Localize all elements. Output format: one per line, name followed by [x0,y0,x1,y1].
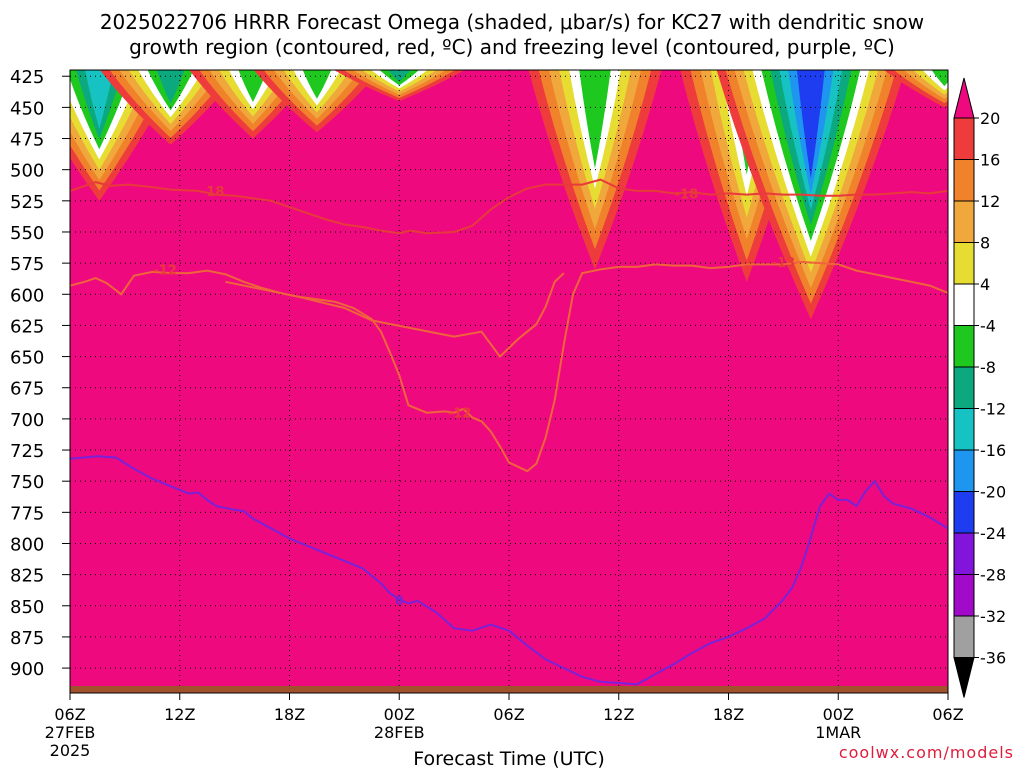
x-tick-label: 06Z [932,705,963,724]
contour-label: -12 [448,407,472,422]
dgz-contours: -18 -12 -12 -18 -13 [70,178,948,473]
contour-label: -12 [153,263,177,278]
y-tick-label: 750 [10,472,44,493]
colorbar-band [953,574,975,617]
colorbar-label: 4 [980,275,990,294]
y-tick-label: 550 [10,223,44,244]
dgz-contour-line [70,260,948,473]
credit-text: coolwx.com/models [839,743,1014,762]
y-tick-label: 675 [10,379,44,400]
omega-shading [70,70,948,693]
omega-shade-region [156,70,185,104]
y-tick-label: 700 [10,410,44,431]
y-tick-label: 775 [10,503,44,524]
terrain-strip [70,686,948,693]
colorbar-band [953,491,975,534]
colorbar-label: 20 [980,109,1000,128]
omega-shade-region [238,70,268,102]
colorbar-band [953,117,975,160]
x-tick-label: 18Z [274,705,305,724]
y-tick-label: 475 [10,130,44,151]
y-tick-label: 525 [10,192,44,213]
chart-title-line1: 2025022706 HRRR Forecast Omega (shaded, … [100,10,924,34]
chart-title-line2: growth region (contoured, red, ºC) and f… [129,35,895,59]
colorbar-band [953,532,975,575]
colorbar-band [953,242,975,285]
colorbar: 20 16 12 8 4 -4 -8 -12 -16 -20 -24 -28 -32 -36 [953,77,1006,698]
y-tick-label: 450 [10,98,44,119]
omega-shade-region [579,70,611,169]
colorbar-band [953,325,975,368]
x-tick-label: 06Z [493,705,524,724]
y-tick-label: 650 [10,348,44,369]
y-tick-label: 600 [10,285,44,306]
colorbar-label: 8 [980,234,990,253]
plot-area: -18 -12 -12 -18 -13 0 [70,70,948,693]
y-tick-label: 425 [10,67,44,88]
colorbar-label: -24 [980,524,1006,543]
colorbar-label: -12 [980,400,1006,419]
colorbar-label: 12 [980,192,1000,211]
colorbar-band [953,200,975,243]
contour-label: -13 [772,256,796,271]
x-tick-sublabel: 28FEB [374,723,425,742]
y-tick-label: 725 [10,441,44,462]
dgz-contour-line [225,272,565,359]
contour-label: -18 [201,185,225,200]
freezing-level-line [70,455,948,686]
colorbar-band [953,283,975,326]
y-tick-label: 825 [10,566,44,587]
colorbar-label: -8 [980,358,996,377]
colorbar-label: -16 [980,441,1006,460]
x-tick-label: 12Z [603,705,634,724]
y-tick-label: 500 [10,161,44,182]
colorbar-band [953,449,975,492]
freezing-level-contour: 0 [70,455,948,686]
x-tick-label: 12Z [164,705,195,724]
colorbar-label: -20 [980,483,1006,502]
omega-shade-region [85,70,114,129]
colorbar-band [953,366,975,409]
dgz-contour-line [70,178,948,235]
x-tick-sublabel: 1MAR [815,723,861,742]
y-tick-label: 575 [10,254,44,275]
colorbar-label: -32 [980,607,1006,626]
colorbar-bottom-arrow [953,657,975,698]
y-tick-label: 800 [10,534,44,555]
omega-shade-region [931,70,948,87]
x-axis-label: Forecast Time (UTC) [413,748,604,768]
y-tick-label: 625 [10,316,44,337]
x-tick-sublabel: 27FEB [45,723,96,742]
colorbar-label: -28 [980,566,1006,585]
colorbar-top-arrow [953,77,975,119]
colorbar-label: 16 [980,151,1000,170]
x-tick-label: 18Z [713,705,744,724]
omega-shade-region [796,70,825,179]
freezing-level-label: 0 [395,594,403,608]
x-tick-label: 00Z [823,705,854,724]
colorbar-label: -36 [980,649,1006,668]
colorbar-band [953,159,975,202]
colorbar-band [953,615,975,658]
omega-shade-region [387,70,411,83]
x-tick-sublabel: 2025 [50,741,91,760]
omega-shade-region [302,70,332,99]
contour-label: -18 [675,187,699,202]
colorbar-band [953,408,975,451]
y-axis: 425 450 475 500 525 550 575 600 625 650 675 700 725 7… [10,67,70,680]
y-tick-label: 900 [10,659,44,680]
x-tick-label: 06Z [54,705,85,724]
colorbar-label: -4 [980,317,996,336]
y-tick-label: 875 [10,628,44,649]
y-tick-label: 850 [10,597,44,618]
x-tick-label: 00Z [384,705,415,724]
